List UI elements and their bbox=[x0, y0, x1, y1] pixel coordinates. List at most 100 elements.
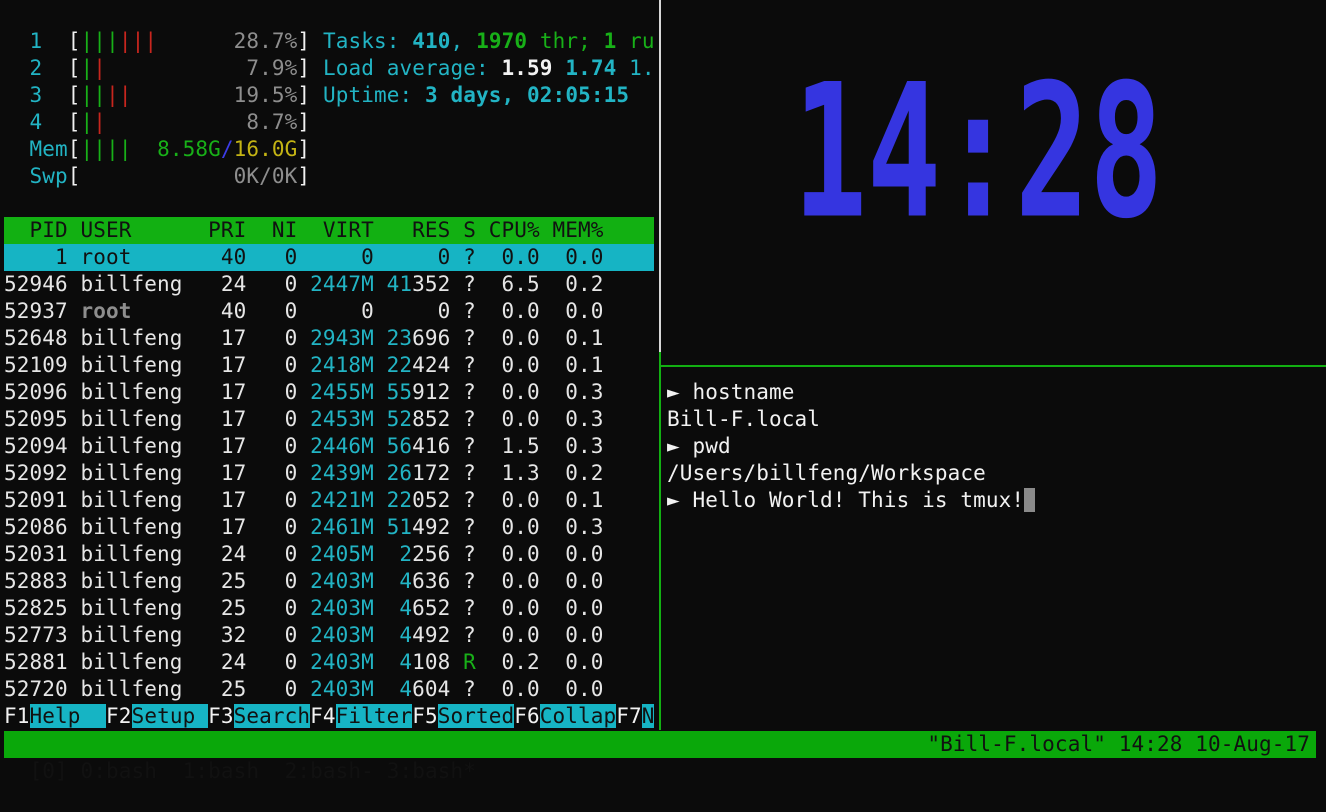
cpu-meter: 2 [|| 7.9%] bbox=[4, 55, 311, 82]
pad bbox=[476, 218, 489, 242]
process-row[interactable]: 52946 billfeng 24 0 2447M 41352 ? 6.5 0.… bbox=[4, 271, 654, 298]
res-high: 56 bbox=[386, 434, 413, 458]
process-row[interactable]: 52094 billfeng 17 0 2446M 56416 ? 1.5 0.… bbox=[4, 433, 654, 460]
usage: 0.2 0.0 0: bbox=[501, 650, 604, 674]
pad bbox=[450, 488, 463, 512]
htop-pane[interactable]: 1 [|||||| 28.7%] 2 [|| 7.9%] 3 [|||| 19.… bbox=[4, 1, 654, 730]
priority: 40 0 bbox=[195, 245, 311, 269]
process-row[interactable]: 52031 billfeng 24 0 2405M 2256 ? 0.0 0.0… bbox=[4, 541, 654, 568]
process-row[interactable]: 52096 billfeng 17 0 2455M 55912 ? 0.0 0.… bbox=[4, 379, 654, 406]
pid: 52648 bbox=[4, 326, 81, 350]
priority: 40 0 bbox=[195, 299, 311, 323]
process-row[interactable]: 1 root 40 0 0 0 ? 0.0 0.0 0: bbox=[4, 244, 654, 271]
process-row[interactable]: 52937 root 40 0 0 0 ? 0.0 0.0 0: bbox=[4, 298, 654, 325]
pad bbox=[374, 542, 387, 566]
column-header-mem-pct[interactable]: MEM% bbox=[552, 218, 604, 242]
function-key-f4[interactable]: F4Filter bbox=[310, 704, 413, 728]
cpu-percent: 19.5% bbox=[233, 83, 298, 107]
res-high: 4 bbox=[386, 650, 413, 674]
pad bbox=[297, 218, 310, 242]
priority: 25 0 bbox=[195, 677, 311, 701]
column-header-virt[interactable]: VIRT bbox=[310, 218, 374, 242]
column-header-pri[interactable]: PRI bbox=[208, 218, 247, 242]
virt: 2943M bbox=[310, 326, 374, 350]
res: 652 bbox=[412, 596, 451, 620]
window-tab-0[interactable]: 0:bash bbox=[80, 759, 158, 783]
column-header-res[interactable]: RES bbox=[386, 218, 451, 242]
pane-border-horizontal-active[interactable] bbox=[660, 365, 1326, 367]
function-key-f6[interactable]: F6Collap bbox=[514, 704, 617, 728]
column-header-s[interactable]: S bbox=[463, 218, 476, 242]
process-row[interactable]: 52825 billfeng 25 0 2403M 4652 ? 0.0 0.0… bbox=[4, 595, 654, 622]
column-header-ni[interactable]: NI bbox=[259, 218, 298, 242]
state: ? bbox=[463, 515, 476, 539]
priority: 24 0 bbox=[195, 272, 311, 296]
virt: 2453M bbox=[310, 407, 374, 431]
pane-border-vertical[interactable] bbox=[659, 0, 661, 352]
pad bbox=[374, 461, 387, 485]
res: 256 bbox=[412, 542, 451, 566]
pid: 52086 bbox=[4, 515, 81, 539]
meter-bar: | bbox=[106, 29, 119, 53]
cpu-label: 4 bbox=[4, 110, 68, 134]
process-row[interactable]: 52092 billfeng 17 0 2439M 26172 ? 1.3 0.… bbox=[4, 460, 654, 487]
priority: 17 0 bbox=[195, 380, 311, 404]
process-row[interactable]: 52109 billfeng 17 0 2418M 22424 ? 0.0 0.… bbox=[4, 352, 654, 379]
state: ? bbox=[463, 407, 476, 431]
swap-label: Swp bbox=[4, 164, 68, 188]
window-tab-3[interactable]: 3:bash* bbox=[386, 759, 476, 783]
process-row[interactable]: 52720 billfeng 25 0 2403M 4604 ? 0.0 0.0… bbox=[4, 676, 654, 703]
window-tab-1[interactable]: 1:bash bbox=[182, 759, 260, 783]
usage: 6.5 0.2 0: bbox=[501, 272, 604, 296]
shell-pane[interactable]: ► hostname Bill-F.local ► pwd/Users/billfe… bbox=[667, 379, 1326, 730]
column-header-pid[interactable]: PID bbox=[4, 218, 68, 242]
column-header-cpu-pct[interactable]: CPU% bbox=[488, 218, 540, 242]
process-row[interactable]: 52648 billfeng 17 0 2943M 23696 ? 0.0 0.… bbox=[4, 325, 654, 352]
pad bbox=[374, 623, 387, 647]
column-header-user[interactable]: USER bbox=[80, 218, 196, 242]
meter-bar: | bbox=[106, 137, 119, 161]
pad bbox=[450, 299, 463, 323]
res-high: 4 bbox=[386, 623, 413, 647]
virt: 2455M bbox=[310, 380, 374, 404]
function-key-f5[interactable]: F5Sorted bbox=[412, 704, 515, 728]
pid: 52095 bbox=[4, 407, 81, 431]
virt: 0 bbox=[310, 299, 374, 323]
function-key-f7[interactable]: F7N bbox=[616, 704, 654, 728]
usage: 0.0 0.0 0: bbox=[501, 623, 604, 647]
process-row[interactable]: 52881 billfeng 24 0 2403M 4108 R 0.2 0.0… bbox=[4, 649, 654, 676]
function-key-f3[interactable]: F3Search bbox=[208, 704, 311, 728]
clock-pane[interactable]: 14:28 bbox=[667, 1, 1326, 365]
user: billfeng bbox=[80, 461, 196, 485]
res-high: 52 bbox=[386, 407, 413, 431]
pad bbox=[450, 245, 463, 269]
process-table-header[interactable]: PID USER PRI NI VIRT RES S CPU% MEM% T bbox=[4, 217, 654, 244]
process-row[interactable]: 52883 billfeng 25 0 2403M 4636 ? 0.0 0.0… bbox=[4, 568, 654, 595]
key: F2 bbox=[106, 704, 132, 728]
function-key-f1[interactable]: F1Help bbox=[4, 704, 107, 728]
process-row[interactable]: 52095 billfeng 17 0 2453M 52852 ? 0.0 0.… bbox=[4, 406, 654, 433]
threads-count: 1970 bbox=[476, 29, 528, 53]
state: ? bbox=[463, 299, 476, 323]
priority: 25 0 bbox=[195, 569, 311, 593]
cpu-meter: 1 [|||||| 28.7%] bbox=[4, 28, 311, 55]
usage: 0.0 0.0 0: bbox=[501, 569, 604, 593]
window-tab-2[interactable]: 2:bash- bbox=[284, 759, 374, 783]
process-row[interactable]: 52773 billfeng 32 0 2403M 4492 ? 0.0 0.0… bbox=[4, 622, 654, 649]
usage: 0.0 0.3 0: bbox=[501, 407, 604, 431]
res: 492 bbox=[412, 515, 451, 539]
process-row[interactable]: 52086 billfeng 17 0 2461M 51492 ? 0.0 0.… bbox=[4, 514, 654, 541]
pad bbox=[450, 542, 463, 566]
pad bbox=[374, 245, 387, 269]
pane-border-vertical-active[interactable] bbox=[659, 352, 661, 730]
session-name[interactable]: [0] bbox=[29, 759, 68, 783]
column-header-t[interactable]: T bbox=[616, 218, 654, 242]
pad bbox=[450, 515, 463, 539]
priority: 17 0 bbox=[195, 434, 311, 458]
virt: 2403M bbox=[310, 569, 374, 593]
function-key-f2[interactable]: F2Setup bbox=[106, 704, 209, 728]
process-row[interactable]: 52091 billfeng 17 0 2421M 22052 ? 0.0 0.… bbox=[4, 487, 654, 514]
state: R bbox=[463, 650, 476, 674]
pid: 1 bbox=[4, 245, 81, 269]
state: ? bbox=[463, 569, 476, 593]
